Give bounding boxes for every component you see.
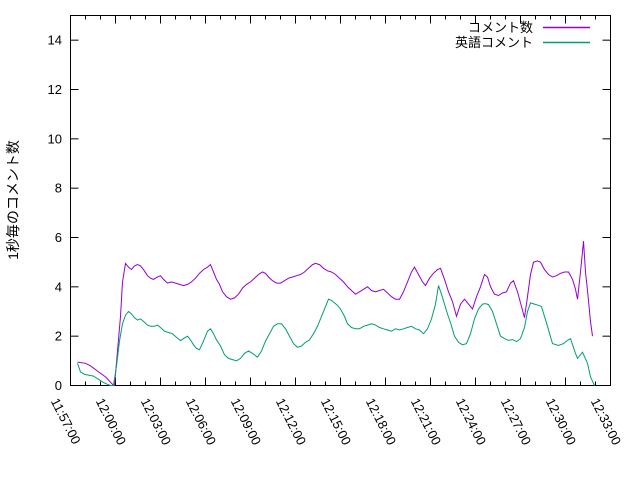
y-tick-label: 10 bbox=[48, 131, 62, 146]
y-tick-label: 4 bbox=[55, 279, 62, 294]
legend-label-comments: コメント数 bbox=[468, 20, 533, 35]
x-tick-label: 12:15:00 bbox=[318, 396, 354, 448]
y-tick-label: 6 bbox=[55, 230, 62, 245]
series-line-1 bbox=[77, 285, 595, 386]
x-tick-label: 12:09:00 bbox=[228, 396, 264, 448]
y-tick-label: 2 bbox=[55, 329, 62, 344]
y-tick-label: 0 bbox=[55, 378, 62, 393]
series-line-0 bbox=[77, 241, 593, 387]
series-layer bbox=[77, 241, 595, 387]
y-tick-label: 8 bbox=[55, 181, 62, 196]
x-tick-label: 12:18:00 bbox=[363, 396, 399, 448]
legend: コメント数 英語コメント bbox=[455, 20, 590, 50]
x-tick-label: 12:21:00 bbox=[408, 396, 444, 448]
x-tick-label: 12:30:00 bbox=[543, 396, 579, 448]
y-axis-title: 1秒毎のコメント数 bbox=[5, 140, 21, 260]
x-tick-label: 12:24:00 bbox=[453, 396, 489, 448]
y-tick-label: 12 bbox=[48, 82, 62, 97]
x-tick-label: 12:12:00 bbox=[273, 396, 309, 448]
x-tick-label: 12:27:00 bbox=[498, 396, 534, 448]
y-tick-label: 14 bbox=[48, 33, 62, 48]
x-tick-label: 12:00:00 bbox=[93, 396, 129, 448]
plot-border bbox=[70, 15, 611, 386]
legend-label-english: 英語コメント bbox=[455, 35, 533, 50]
x-tick-label: 11:57:00 bbox=[48, 396, 84, 447]
axes-layer: 0 2 4 6 8 10 12 14 11:57:00 12:00:00 12:03:00 12:06… bbox=[48, 15, 624, 448]
x-tick-label: 12:06:00 bbox=[183, 396, 219, 448]
x-tick-label: 12:33:00 bbox=[588, 396, 624, 448]
x-tick-label: 12:03:00 bbox=[138, 396, 174, 448]
